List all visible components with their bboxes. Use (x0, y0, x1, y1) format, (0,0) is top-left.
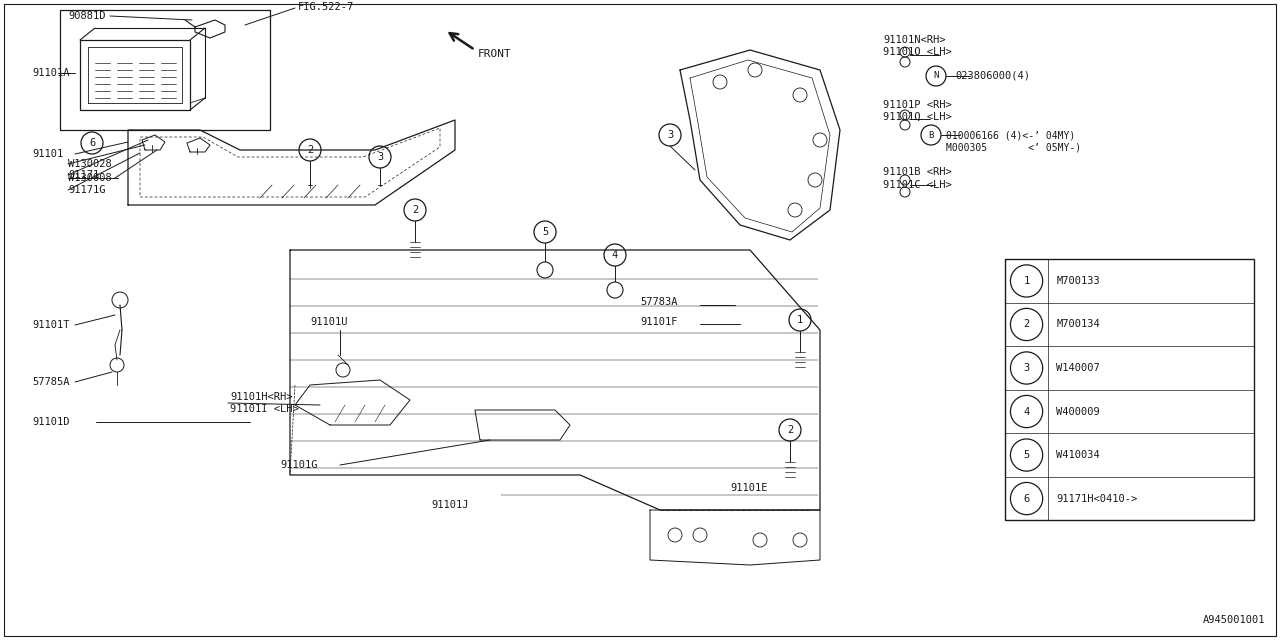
Text: FRONT: FRONT (477, 49, 512, 59)
Text: 1: 1 (1024, 276, 1029, 286)
Text: 2: 2 (412, 205, 419, 215)
Text: W130008: W130008 (68, 173, 111, 183)
Text: 91101I <LH>: 91101I <LH> (230, 404, 298, 414)
Text: 91101E: 91101E (730, 483, 768, 493)
Text: 91101C <LH>: 91101C <LH> (883, 180, 952, 190)
Text: 91101A: 91101A (32, 68, 69, 78)
Text: 5: 5 (1024, 450, 1029, 460)
Text: 91101B <RH>: 91101B <RH> (883, 167, 952, 177)
Circle shape (538, 262, 553, 278)
Text: B: B (928, 131, 933, 140)
Text: 91101H<RH>: 91101H<RH> (230, 392, 293, 402)
Bar (1005, 259, 1254, 520)
Text: 91101T: 91101T (32, 320, 69, 330)
Text: 91101Q <LH>: 91101Q <LH> (883, 112, 952, 122)
Text: A945001001: A945001001 (1202, 615, 1265, 625)
Text: 91101J: 91101J (431, 500, 468, 510)
Text: 6: 6 (1024, 493, 1029, 504)
Text: 4: 4 (612, 250, 618, 260)
Text: 91171H<0410->: 91171H<0410-> (1056, 493, 1138, 504)
Text: 91171: 91171 (68, 170, 100, 180)
Text: W140007: W140007 (1056, 363, 1100, 373)
Text: 91171G: 91171G (68, 185, 105, 195)
Text: N: N (933, 72, 938, 81)
Text: 4: 4 (1024, 406, 1029, 417)
Text: 91101D: 91101D (32, 417, 69, 427)
Text: M700133: M700133 (1056, 276, 1100, 286)
Text: 6: 6 (88, 138, 95, 148)
Text: 90881D: 90881D (68, 11, 105, 21)
Text: 91101U: 91101U (310, 317, 347, 327)
Text: 91101: 91101 (32, 149, 63, 159)
Text: 010006166 (4)<-’ 04MY): 010006166 (4)<-’ 04MY) (946, 130, 1075, 140)
Text: 91101N<RH>: 91101N<RH> (883, 35, 946, 45)
Text: 3: 3 (1024, 363, 1029, 373)
Text: M000305       <’ 05MY-): M000305 <’ 05MY-) (946, 142, 1082, 152)
Text: 57785A: 57785A (32, 377, 69, 387)
Text: 91101F: 91101F (640, 317, 677, 327)
Text: 1: 1 (797, 315, 803, 325)
Text: 2: 2 (307, 145, 314, 155)
Text: 2: 2 (1024, 319, 1029, 330)
Text: W130028: W130028 (68, 159, 111, 169)
Text: 5: 5 (541, 227, 548, 237)
Text: 91101O <LH>: 91101O <LH> (883, 47, 952, 57)
Text: 91101G: 91101G (280, 460, 317, 470)
Text: 2: 2 (787, 425, 794, 435)
Text: W400009: W400009 (1056, 406, 1100, 417)
Text: 3: 3 (667, 130, 673, 140)
Text: M700134: M700134 (1056, 319, 1100, 330)
Circle shape (607, 282, 623, 298)
Text: W410034: W410034 (1056, 450, 1100, 460)
Text: 3: 3 (376, 152, 383, 162)
Text: 91101P <RH>: 91101P <RH> (883, 100, 952, 110)
Text: 57783A: 57783A (640, 297, 677, 307)
Text: 023806000(4): 023806000(4) (955, 71, 1030, 81)
Text: FIG.522-7: FIG.522-7 (298, 2, 355, 12)
